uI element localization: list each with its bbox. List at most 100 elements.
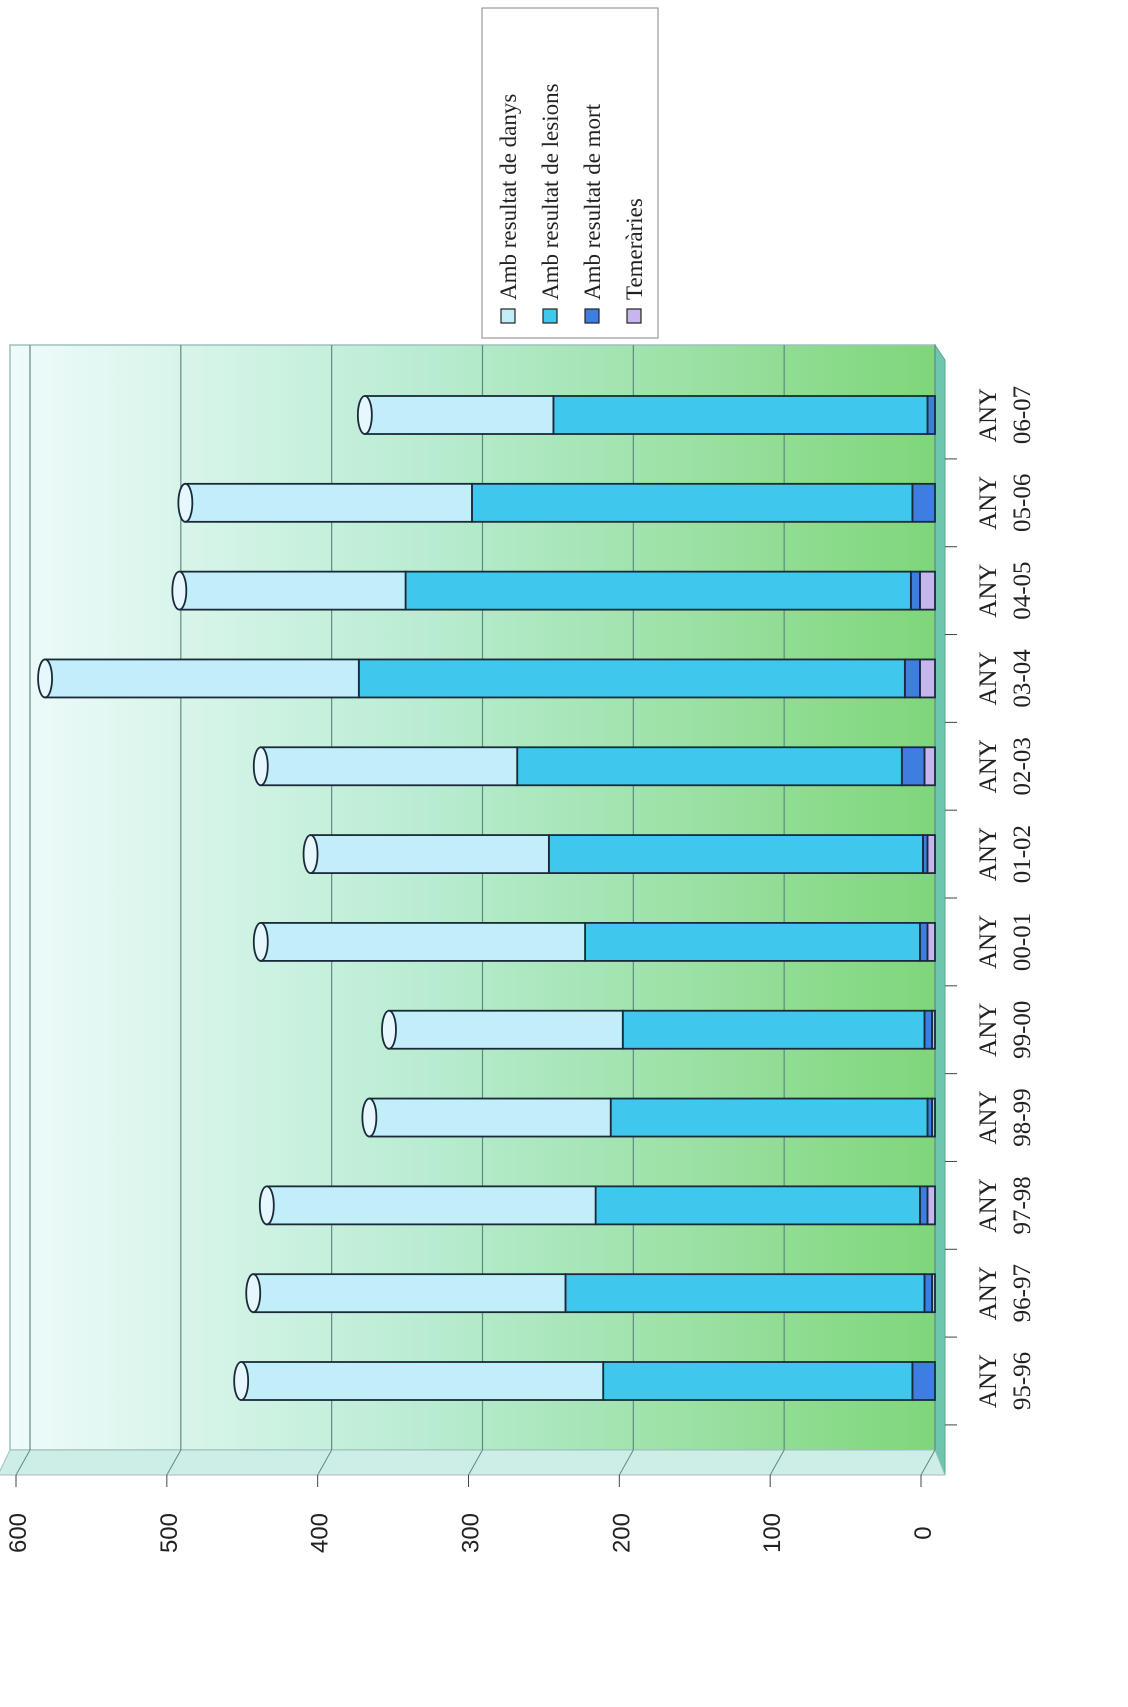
bar-cap-any-96-97 (245, 1273, 262, 1314)
bar-cap-any-98-99 (361, 1097, 378, 1138)
category-label-any-00-01: ANY 00-01 (975, 913, 1036, 971)
bar-cap-any-00-01 (252, 922, 269, 962)
bar-group-any-04-05 (171, 570, 936, 611)
category-label-any-97-98: ANY 97-98 (975, 1176, 1036, 1234)
category-label-line2: 95-96 (1009, 1352, 1036, 1410)
tick-label-100: 100 (759, 1513, 786, 1553)
bar-cap-any-01-02 (302, 834, 319, 874)
chart-back-wall (9, 344, 936, 1451)
bar-temeraries-any-97-98 (926, 1185, 936, 1226)
category-label-line1: ANY (975, 915, 1002, 969)
category-label-line1: ANY (975, 1266, 1002, 1320)
bar-amb-resultat-de-lesions-any-06-07 (552, 395, 929, 435)
bar-amb-resultat-de-danys-any-02-03 (259, 746, 519, 787)
gridline-depth-200 (618, 1449, 634, 1476)
category-label-line1: ANY (975, 651, 1002, 705)
bar-amb-resultat-de-danys-any-96-97 (252, 1273, 567, 1314)
bar-cap-any-04-05 (171, 570, 188, 611)
bar-amb-resultat-de-danys-any-05-06 (184, 482, 473, 523)
bar-amb-resultat-de-lesions-any-98-99 (609, 1097, 929, 1138)
category-label-line2: 04-05 (1009, 561, 1036, 619)
category-label-line1: ANY (975, 476, 1002, 530)
category-label-any-95-96: ANY 95-96 (975, 1352, 1036, 1410)
category-label-line2: 03-04 (1009, 649, 1036, 708)
bar-group-any-97-98 (258, 1185, 936, 1226)
tick-label-0: 0 (910, 1526, 937, 1539)
bar-amb-resultat-de-mort-any-97-98 (919, 1185, 929, 1226)
gridline-depth-500 (166, 1449, 182, 1476)
bar-cap-any-05-06 (177, 482, 194, 523)
category-label-line2: 06-07 (1009, 386, 1036, 444)
bar-group-any-06-07 (356, 395, 936, 435)
legend-box (481, 7, 659, 339)
bar-group-any-96-97 (245, 1273, 936, 1314)
bar-group-any-95-96 (233, 1361, 936, 1401)
bar-cap-any-06-07 (356, 395, 373, 435)
bar-amb-resultat-de-lesions-any-02-03 (516, 746, 903, 787)
bar-amb-resultat-de-mort-any-02-03 (900, 746, 926, 787)
category-label-line2: 97-98 (1009, 1176, 1036, 1234)
legend-swatch-amb-resultat-de-lesions (542, 308, 558, 324)
category-label-line1: ANY (975, 564, 1002, 618)
bar-amb-resultat-de-mort-any-95-96 (911, 1361, 936, 1401)
legend-swatch-temeraries (626, 308, 642, 324)
bar-amb-resultat-de-lesions-any-96-97 (564, 1273, 926, 1314)
bar-temeraries-any-04-05 (919, 570, 936, 611)
category-label-line2: 05-06 (1009, 474, 1036, 532)
bar-amb-resultat-de-danys-any-98-99 (368, 1097, 612, 1138)
category-label-any-06-07: ANY 06-07 (975, 386, 1036, 444)
legend-swatch-amb-resultat-de-danys (500, 308, 516, 324)
bar-amb-resultat-de-lesions-any-05-06 (471, 482, 914, 523)
bar-group-any-05-06 (177, 482, 936, 523)
bar-amb-resultat-de-mort-any-06-07 (926, 395, 936, 435)
bar-amb-resultat-de-lesions-any-03-04 (357, 658, 906, 699)
category-label-any-98-99: ANY 98-99 (975, 1088, 1036, 1146)
category-label-line2: 02-03 (1009, 737, 1036, 795)
bar-group-any-01-02 (302, 834, 936, 874)
chart-floor (934, 343, 946, 1476)
bar-temeraries-any-02-03 (923, 746, 936, 787)
bar-group-any-03-04 (37, 658, 936, 699)
category-label-line1: ANY (975, 739, 1002, 793)
gridline-depth-100 (769, 1449, 785, 1476)
chart-plot: 0 100 200 300 400 500 600 ANY 95-96 ANY 96-97 ANY 97… (0, 7, 1036, 1553)
tick-label-500: 500 (156, 1513, 183, 1553)
bar-amb-resultat-de-danys-any-04-05 (178, 570, 407, 611)
tick-label-600: 600 (5, 1513, 32, 1553)
tick-label-200: 200 (608, 1513, 635, 1553)
gridline-depth-600 (15, 1449, 31, 1476)
category-label-line1: ANY (975, 827, 1002, 881)
bar-amb-resultat-de-lesions-any-97-98 (594, 1185, 921, 1226)
bar-amb-resultat-de-danys-any-06-07 (363, 395, 555, 435)
bar-amb-resultat-de-mort-any-96-97 (923, 1273, 933, 1314)
bar-amb-resultat-de-lesions-any-01-02 (547, 834, 924, 874)
category-label-line2: 96-97 (1009, 1264, 1036, 1322)
category-label-any-96-97: ANY 96-97 (975, 1264, 1036, 1322)
bar-amb-resultat-de-danys-any-00-01 (259, 922, 586, 962)
category-label-line1: ANY (975, 1090, 1002, 1144)
gridline-depth-400 (317, 1449, 333, 1476)
legend-label-amb-resultat-de-danys: Amb resultat de danys (496, 94, 521, 300)
category-label-line2: 00-01 (1009, 913, 1036, 971)
category-label-line1: ANY (975, 1178, 1002, 1232)
gridline-depth-0 (920, 1449, 936, 1476)
bar-amb-resultat-de-danys-any-99-00 (388, 1009, 624, 1050)
category-label-line1: ANY (975, 1003, 1002, 1057)
bar-cap-any-02-03 (252, 746, 269, 787)
bar-group-any-99-00 (381, 1009, 936, 1050)
bar-cap-any-95-96 (233, 1361, 250, 1401)
category-label-line2: 98-99 (1009, 1088, 1036, 1146)
bar-cap-any-99-00 (381, 1009, 397, 1050)
bar-amb-resultat-de-mort-any-04-05 (909, 570, 921, 611)
bar-amb-resultat-de-lesions-any-95-96 (602, 1361, 914, 1401)
bar-amb-resultat-de-mort-any-05-06 (911, 482, 936, 523)
bar-temeraries-any-00-01 (926, 922, 936, 962)
bar-amb-resultat-de-danys-any-01-02 (309, 834, 550, 874)
legend: Amb resultat de danys Amb resultat de les… (481, 7, 659, 339)
legend-swatch-amb-resultat-de-mort (584, 308, 600, 324)
legend-label-temeraries: Temeràries (622, 198, 647, 300)
bar-amb-resultat-de-danys-any-95-96 (240, 1361, 605, 1401)
category-label-any-05-06: ANY 05-06 (975, 474, 1036, 532)
